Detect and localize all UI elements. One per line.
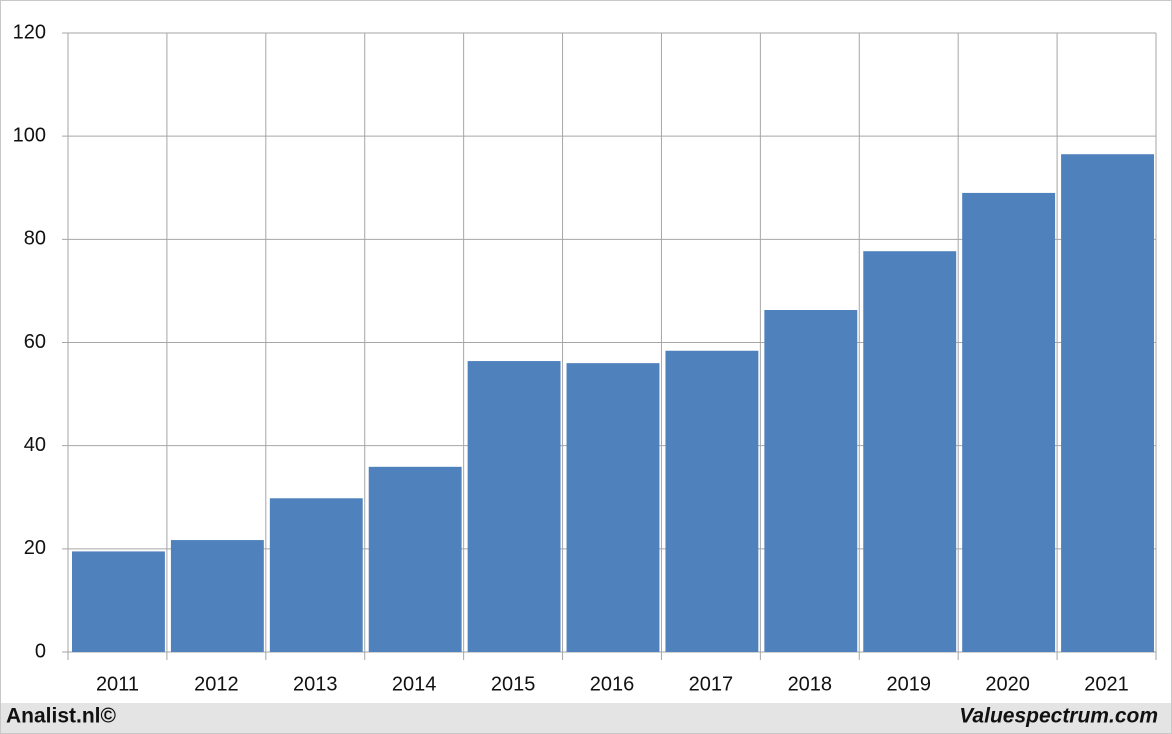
x-tick-label: 2019 [886,673,931,695]
bar [368,466,462,652]
bar [269,498,363,652]
y-tick-label: 20 [24,537,46,559]
x-tick-label: 2011 [96,673,139,695]
y-tick-label: 40 [24,434,46,456]
bar [170,540,264,652]
credit-left: Analist.nl© [6,705,117,728]
footer-band [1,703,1171,733]
bar [72,551,165,652]
x-tick-label: 2013 [293,673,338,695]
bar [962,192,1056,653]
x-tick-label: 2018 [788,673,833,695]
bar [863,251,957,652]
x-tick-label: 2020 [985,673,1030,695]
bar [1061,154,1154,653]
bar [566,363,660,652]
y-tick-label: 100 [13,124,46,146]
x-tick-label: 2015 [491,673,536,695]
y-tick-label: 60 [24,331,46,353]
y-tick-label: 120 [13,21,46,43]
bar [764,310,858,652]
x-tick-label: 2012 [194,673,239,695]
x-tick-label: 2014 [392,673,437,695]
x-tick-label: 2021 [1084,673,1129,695]
credit-right: Valuespectrum.com [959,705,1158,728]
x-tick-label: 2016 [590,673,635,695]
bar [467,361,561,652]
bar [665,350,759,652]
y-tick-label: 0 [35,640,46,662]
x-tick-label: 2017 [689,673,734,695]
y-tick-label: 80 [24,228,46,250]
